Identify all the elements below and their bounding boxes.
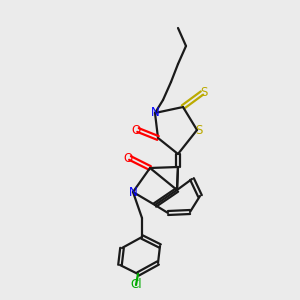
Text: Cl: Cl xyxy=(130,278,142,292)
Text: O: O xyxy=(131,124,141,136)
Text: S: S xyxy=(200,86,208,100)
Text: O: O xyxy=(123,152,133,164)
Text: S: S xyxy=(195,124,203,136)
Text: N: N xyxy=(151,106,159,119)
Text: N: N xyxy=(129,185,137,199)
